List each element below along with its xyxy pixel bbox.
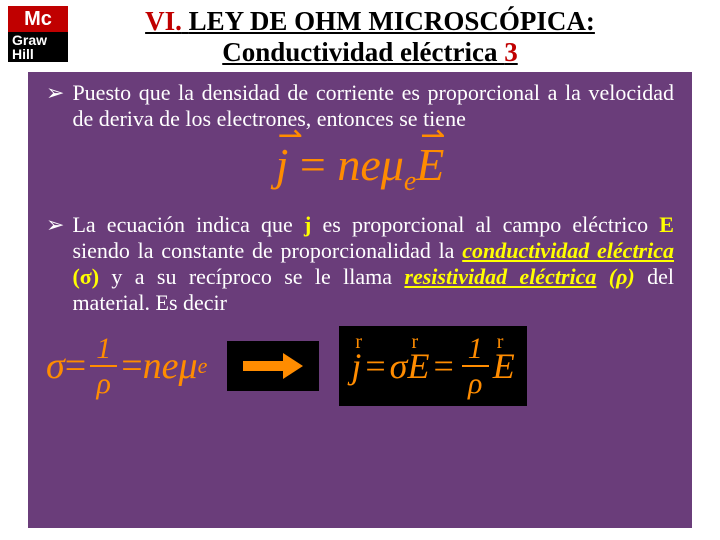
arrow-indicator: [227, 341, 319, 391]
title-roman-numeral: VI.: [145, 6, 182, 36]
bullet-1: ➢ Puesto que la densidad de corriente es…: [46, 80, 674, 132]
bullet-2-text: La ecuación indica que j es proporcional…: [72, 212, 674, 316]
equation-row: σ = 1 ρ = neμe j = σ E = 1 ρ: [46, 326, 674, 406]
equation-3: j = σ E = 1 ρ E: [339, 326, 526, 406]
equation-1: ⇀j = neμe⇀E: [46, 138, 674, 198]
logo-bottom-text: GrawHill: [8, 32, 68, 62]
title-subtitle: Conductividad eléctrica: [222, 37, 497, 67]
bullet-marker-icon: ➢: [46, 80, 64, 132]
bullet-marker-icon: ➢: [46, 212, 64, 316]
publisher-logo: Mc GrawHill: [8, 6, 68, 62]
bullet-2: ➢ La ecuación indica que j es proporcion…: [46, 212, 674, 316]
title-number: 3: [504, 37, 518, 67]
content-panel: ➢ Puesto que la densidad de corriente es…: [28, 72, 692, 528]
arrow-icon: [243, 351, 303, 381]
logo-top-text: Mc: [8, 6, 68, 32]
equation-2: σ = 1 ρ = neμe: [46, 332, 207, 400]
title-main: LEY DE OHM MICROSCÓPICA:: [189, 6, 595, 36]
slide-title: VI. LEY DE OHM MICROSCÓPICA: Conductivid…: [0, 0, 720, 72]
bullet-1-text: Puesto que la densidad de corriente es p…: [72, 80, 674, 132]
